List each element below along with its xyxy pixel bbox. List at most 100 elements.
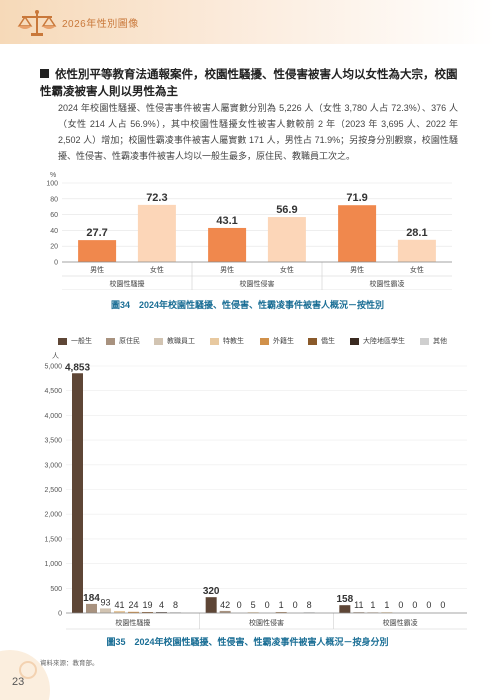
identity-chart-y-tick: 2,500 bbox=[44, 487, 62, 494]
identity-chart-bar bbox=[86, 603, 97, 613]
identity-chart-y-tick: 4,000 bbox=[44, 413, 62, 420]
header-title: 2026年性別圖像 bbox=[62, 19, 139, 30]
identity-chart-value-label: 158 bbox=[336, 594, 353, 605]
identity-chart-y-tick: 4,500 bbox=[44, 388, 62, 395]
identity-chart-bar bbox=[247, 612, 259, 613]
identity-chart-y-tick: 500 bbox=[50, 586, 62, 593]
identity-chart-bar bbox=[219, 610, 231, 613]
legend-label: 其他 bbox=[433, 338, 447, 345]
identity-chart-y-tick: 5,000 bbox=[44, 364, 62, 371]
legend-item: 僑生 bbox=[308, 336, 335, 346]
legend-item: 外籍生 bbox=[260, 336, 294, 346]
corner-decoration-icon bbox=[0, 650, 50, 700]
gender-chart-category-label: 女性 bbox=[410, 265, 424, 274]
identity-chart-y-tick: 2,000 bbox=[44, 512, 62, 519]
legend-label: 一般生 bbox=[71, 338, 92, 345]
identity-chart-value-label: 24 bbox=[128, 600, 138, 610]
gender-chart-category-label: 女性 bbox=[150, 265, 164, 274]
gender-chart-y-tick: 100 bbox=[46, 181, 58, 188]
identity-chart-y-tick: 1,000 bbox=[44, 561, 62, 568]
legend-item: 其他 bbox=[420, 336, 447, 346]
gender-chart-category-label: 女性 bbox=[280, 265, 294, 274]
identity-chart-value-label: 8 bbox=[307, 600, 312, 610]
section-heading-text: 依性別平等教育法通報案件，校園性騷擾、性侵害被害人均以女性為大宗，校園性霸凌被害… bbox=[40, 67, 458, 98]
identity-chart-y-tick: 3,000 bbox=[44, 462, 62, 469]
identity-chart-value-label: 0 bbox=[398, 600, 403, 610]
gender-chart-group-label: 校園性侵害 bbox=[240, 279, 275, 288]
header-band: 2026年性別圖像 bbox=[0, 0, 495, 44]
gender-chart-bar bbox=[397, 239, 436, 262]
identity-chart-value-label: 42 bbox=[220, 600, 230, 610]
identity-chart-group-label: 校園性騷擾 bbox=[115, 618, 150, 627]
gender-chart-y-unit: % bbox=[50, 172, 56, 179]
identity-chart-bar bbox=[275, 612, 287, 613]
bullet-square-icon bbox=[40, 69, 49, 78]
legend-label: 大陸地區學生 bbox=[363, 338, 405, 345]
gender-chart-category-label: 男性 bbox=[350, 265, 364, 274]
identity-chart-value-label: 0 bbox=[293, 600, 298, 610]
gender-chart-category-label: 男性 bbox=[220, 265, 234, 274]
legend-swatch bbox=[308, 337, 317, 345]
legend-item: 教職員工 bbox=[154, 336, 195, 346]
gender-chart-y-tick: 80 bbox=[50, 196, 58, 203]
scales-logo-icon bbox=[17, 10, 57, 36]
gender-chart-y-tick: 20 bbox=[50, 244, 58, 251]
legend-item: 一般生 bbox=[58, 336, 92, 346]
gender-chart-bar bbox=[78, 240, 117, 262]
legend-label: 外籍生 bbox=[273, 338, 294, 345]
body-paragraph: 2024 年校園性騷擾、性侵害事件被害人屬實數分別為 5,226 人（女性 3,… bbox=[58, 103, 458, 161]
page-number: 23 bbox=[12, 676, 25, 688]
identity-chart-value-label: 1 bbox=[370, 600, 375, 610]
legend-swatch bbox=[260, 337, 269, 345]
identity-chart-value-label: 1 bbox=[384, 600, 389, 610]
identity-chart-legend: 一般生 原住民 教職員工 特教生 外籍生 僑生 大陸地區學生 其他 bbox=[58, 336, 478, 348]
legend-swatch bbox=[58, 337, 67, 345]
gender-chart-bar bbox=[338, 205, 377, 262]
identity-chart-bar bbox=[367, 612, 379, 613]
identity-chart-y-tick: 1,500 bbox=[44, 536, 62, 543]
identity-chart-bar bbox=[142, 612, 153, 613]
legend-swatch bbox=[210, 337, 219, 345]
gender-chart-value-label: 28.1 bbox=[406, 227, 427, 239]
legend-item: 特教生 bbox=[210, 336, 244, 346]
identity-chart-value-label: 11 bbox=[354, 600, 363, 610]
identity-chart-bar bbox=[303, 612, 315, 613]
identity-chart-bar bbox=[114, 610, 125, 613]
legend-item: 大陸地區學生 bbox=[350, 336, 405, 346]
identity-chart-y-tick: 0 bbox=[58, 611, 62, 618]
identity-chart-value-label: 4,853 bbox=[65, 362, 90, 373]
gender-chart-bar bbox=[267, 217, 306, 262]
gender-chart-value-label: 71.9 bbox=[346, 192, 367, 204]
identity-chart-value-label: 5 bbox=[251, 600, 256, 610]
identity-chart-value-label: 93 bbox=[100, 597, 110, 607]
gender-chart-caption: 圖34 2024年校園性騷擾、性侵害、性霸凌事件被害人概況－按性別 bbox=[110, 300, 385, 310]
section-heading: 依性別平等教育法通報案件，校園性騷擾、性侵害被害人均以女性為大宗，校園性霸凌被害… bbox=[40, 66, 460, 100]
identity-chart-caption: 圖35 2024年校園性騷擾、性侵害、性霸凌事件被害人概況－按身分別 bbox=[106, 637, 389, 647]
gender-chart-group-label: 校園性騷擾 bbox=[110, 279, 145, 288]
identity-chart-value-label: 0 bbox=[426, 600, 431, 610]
identity-chart-group-label: 校園性侵害 bbox=[249, 618, 284, 627]
identity-chart-value-label: 41 bbox=[114, 600, 124, 610]
legend-label: 僑生 bbox=[321, 338, 335, 345]
identity-chart-value-label: 184 bbox=[83, 593, 100, 604]
gender-chart-group-label: 校園性霸凌 bbox=[370, 279, 405, 288]
gender-chart-bar bbox=[208, 227, 247, 262]
identity-chart-bar bbox=[100, 608, 111, 613]
gender-chart-value-label: 27.7 bbox=[86, 227, 107, 239]
gender-chart-value-label: 56.9 bbox=[276, 204, 297, 216]
identity-chart-value-label: 8 bbox=[173, 600, 178, 610]
identity-chart-bar bbox=[339, 605, 351, 613]
gender-chart-value-label: 72.3 bbox=[146, 192, 167, 204]
identity-chart-bar bbox=[72, 373, 83, 613]
legend-swatch bbox=[106, 337, 115, 345]
identity-chart-value-label: 4 bbox=[159, 600, 164, 610]
source-note: 資料來源：教育部。 bbox=[40, 660, 99, 667]
gender-chart-y-tick: 60 bbox=[50, 212, 58, 219]
identity-chart-bar bbox=[156, 612, 167, 613]
identity-chart-bar bbox=[381, 612, 393, 613]
identity-chart-bar bbox=[353, 612, 365, 613]
legend-swatch bbox=[350, 337, 359, 345]
identity-chart: 人05001,0001,5002,0002,5003,0003,5004,000… bbox=[44, 352, 467, 630]
gender-chart-y-tick: 0 bbox=[54, 260, 58, 267]
